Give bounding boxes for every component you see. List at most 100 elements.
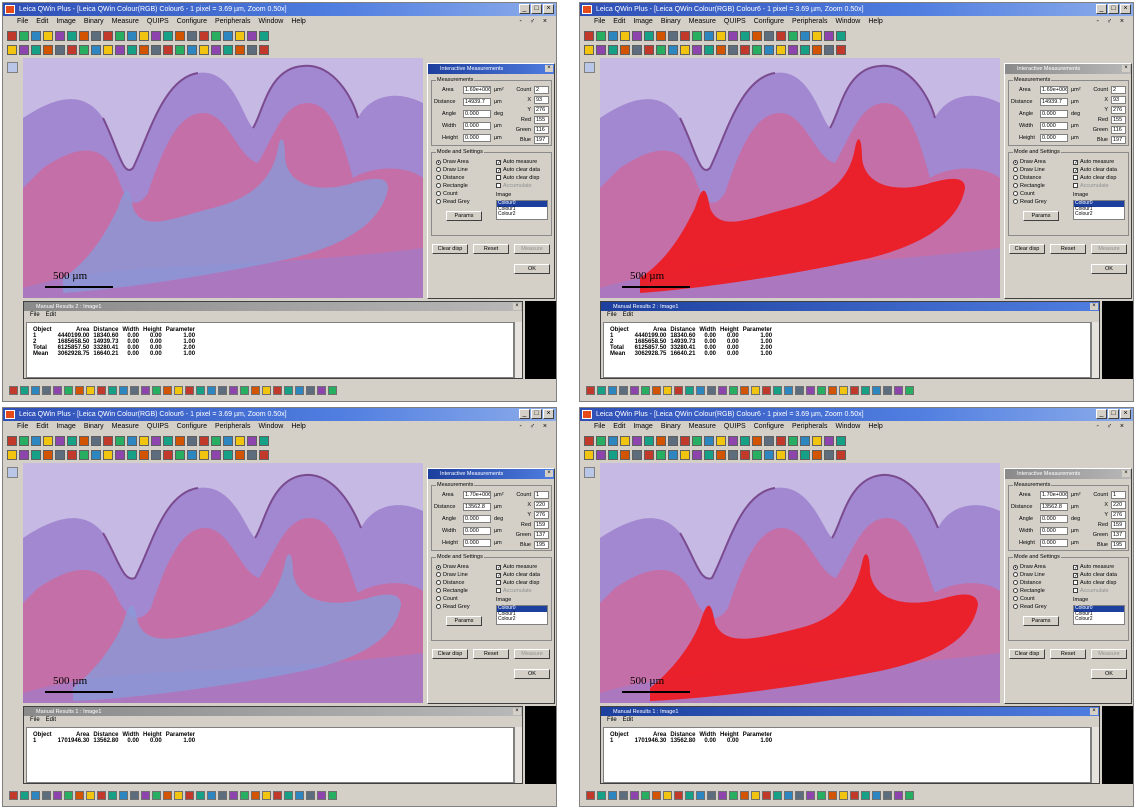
tool-icon[interactable] [119, 385, 128, 395]
menu-item[interactable]: Measure [688, 18, 716, 25]
tool-icon[interactable] [905, 790, 914, 800]
tool-icon[interactable] [641, 385, 650, 395]
tool-icon[interactable] [127, 30, 137, 41]
tool-icon[interactable] [91, 435, 101, 446]
image-viewport[interactable]: 500 µm [23, 58, 423, 298]
close-icon[interactable]: × [1090, 303, 1098, 310]
tool-icon[interactable] [53, 385, 62, 395]
option-checkbox[interactable]: ✓ Auto clear data [496, 572, 540, 579]
tool-icon[interactable] [620, 44, 630, 55]
tool-icon[interactable] [79, 44, 89, 55]
menu-item[interactable]: QUIPS [146, 423, 169, 430]
minimize-icon[interactable]: _ [1096, 409, 1107, 419]
tool-icon[interactable] [306, 790, 315, 800]
results-menu-item[interactable]: Edit [622, 312, 634, 318]
results-scrollbar[interactable] [514, 322, 522, 378]
tool-icon[interactable] [596, 449, 606, 460]
tool-icon[interactable] [79, 30, 89, 41]
tool-icon[interactable] [199, 30, 209, 41]
cursor-tool-icon[interactable] [7, 467, 18, 478]
tool-icon[interactable] [872, 790, 881, 800]
tool-icon[interactable] [740, 385, 749, 395]
tool-icon[interactable] [259, 30, 269, 41]
image-option[interactable]: Colour1 [498, 205, 516, 212]
tool-icon[interactable] [641, 790, 650, 800]
tool-icon[interactable] [163, 449, 173, 460]
mode-radio[interactable]: Read Grey [1013, 199, 1047, 205]
tool-icon[interactable] [652, 385, 661, 395]
tool-icon[interactable] [608, 30, 618, 41]
tool-icon[interactable] [79, 435, 89, 446]
tool-icon[interactable] [103, 449, 113, 460]
tool-icon[interactable] [42, 385, 51, 395]
tool-icon[interactable] [680, 435, 690, 446]
menu-item[interactable]: Peripherals [792, 423, 828, 430]
tool-icon[interactable] [644, 44, 654, 55]
tool-icon[interactable] [247, 30, 257, 41]
tool-icon[interactable] [55, 44, 65, 55]
mode-radio[interactable]: Draw Line [1013, 167, 1045, 173]
cursor-tool-icon[interactable] [584, 62, 595, 73]
tool-icon[interactable] [596, 30, 606, 41]
tool-icon[interactable] [663, 790, 672, 800]
mode-radio[interactable]: Read Grey [436, 604, 470, 610]
tool-icon[interactable] [597, 790, 606, 800]
mode-radio[interactable]: Distance [1013, 175, 1041, 181]
menu-item[interactable]: Image [56, 423, 76, 430]
mode-radio[interactable]: Read Grey [1013, 604, 1047, 610]
tool-icon[interactable] [31, 790, 40, 800]
tool-icon[interactable] [663, 385, 672, 395]
tool-icon[interactable] [223, 44, 233, 55]
tool-icon[interactable] [328, 790, 337, 800]
mdi-controls[interactable]: - ♂ × [1096, 18, 1127, 25]
menu-item[interactable]: Edit [613, 18, 626, 25]
tool-icon[interactable] [64, 790, 73, 800]
tool-icon[interactable] [776, 44, 786, 55]
tool-icon[interactable] [174, 385, 183, 395]
tool-icon[interactable] [718, 790, 727, 800]
tool-icon[interactable] [163, 435, 173, 446]
tool-icon[interactable] [680, 44, 690, 55]
tool-icon[interactable] [247, 435, 257, 446]
tool-icon[interactable] [31, 435, 41, 446]
menu-item[interactable]: Binary [660, 423, 681, 430]
close-icon[interactable]: × [545, 65, 553, 72]
tool-icon[interactable] [262, 790, 271, 800]
tool-icon[interactable] [828, 790, 837, 800]
mode-radio[interactable]: Rectangle [1013, 588, 1045, 594]
option-checkbox[interactable]: Auto clear disp [496, 175, 539, 181]
tool-icon[interactable] [259, 44, 269, 55]
tool-icon[interactable] [696, 790, 705, 800]
tool-icon[interactable] [620, 30, 630, 41]
tool-icon[interactable] [644, 449, 654, 460]
tool-icon[interactable] [115, 449, 125, 460]
tool-icon[interactable] [740, 44, 750, 55]
tool-icon[interactable] [20, 790, 29, 800]
mode-radio[interactable]: Rectangle [1013, 183, 1045, 189]
tool-icon[interactable] [284, 385, 293, 395]
tool-icon[interactable] [151, 30, 161, 41]
tool-icon[interactable] [668, 44, 678, 55]
option-checkbox[interactable]: ✓ Auto measure [496, 159, 537, 166]
tool-icon[interactable] [784, 790, 793, 800]
tool-icon[interactable] [67, 44, 77, 55]
tool-icon[interactable] [187, 30, 197, 41]
close-icon[interactable]: × [1120, 4, 1131, 14]
tool-icon[interactable] [729, 385, 738, 395]
tool-icon[interactable] [764, 30, 774, 41]
results-menu-item[interactable]: File [607, 312, 617, 318]
tool-icon[interactable] [692, 30, 702, 41]
tool-icon[interactable] [43, 449, 53, 460]
tool-icon[interactable] [685, 790, 694, 800]
tool-icon[interactable] [127, 435, 137, 446]
mode-radio[interactable]: • Draw Area [1013, 159, 1046, 166]
menu-item[interactable]: Binary [83, 18, 104, 25]
tool-icon[interactable] [584, 30, 594, 41]
results-menu-item[interactable]: File [30, 717, 40, 723]
tool-icon[interactable] [806, 385, 815, 395]
tool-icon[interactable] [817, 790, 826, 800]
tool-icon[interactable] [692, 435, 702, 446]
image-option[interactable]: Colour2 [1075, 616, 1093, 622]
tool-icon[interactable] [728, 30, 738, 41]
tool-icon[interactable] [152, 790, 161, 800]
